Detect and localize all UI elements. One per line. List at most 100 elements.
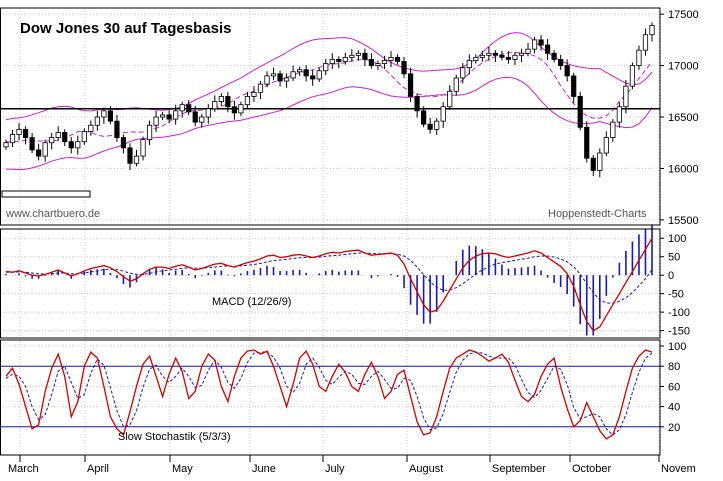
candle-body bbox=[388, 56, 394, 61]
candle-body bbox=[9, 134, 16, 144]
candle-body bbox=[571, 75, 577, 97]
candle-body bbox=[329, 59, 335, 64]
candle-body bbox=[440, 106, 446, 122]
candle-body bbox=[355, 52, 361, 56]
candle-body bbox=[316, 70, 322, 80]
candle-body bbox=[518, 52, 525, 56]
candle-body bbox=[584, 126, 590, 159]
month-label: October bbox=[572, 463, 611, 475]
watermark-chartbuero: www.chartbuero.de bbox=[5, 208, 100, 220]
panel-frame bbox=[0, 228, 661, 339]
price-tick-label: 16000 bbox=[668, 163, 699, 175]
candle-body bbox=[166, 114, 172, 120]
candle-body bbox=[525, 48, 531, 54]
candle-body bbox=[199, 116, 205, 123]
month-label: March bbox=[8, 463, 39, 475]
stoch-k-line bbox=[5, 349, 653, 440]
stoch-tick-label: 100 bbox=[668, 341, 686, 353]
macd-tick-label: -100 bbox=[668, 307, 690, 319]
candle-body bbox=[623, 85, 629, 108]
candle-body bbox=[120, 137, 127, 149]
price-panel bbox=[0, 22, 660, 198]
moving-average-line bbox=[5, 51, 653, 143]
stoch-tick-label: 80 bbox=[668, 361, 680, 373]
candle-body bbox=[512, 54, 518, 60]
candle-body bbox=[101, 110, 107, 118]
candle-body bbox=[479, 54, 485, 58]
macd-tick-label: 50 bbox=[668, 252, 680, 264]
macd-line bbox=[5, 237, 653, 332]
candle-body bbox=[473, 56, 479, 61]
candle-body bbox=[407, 73, 414, 97]
candle-body bbox=[544, 44, 551, 54]
candle-body bbox=[140, 139, 146, 157]
candle-body bbox=[244, 96, 251, 106]
candle-body bbox=[486, 52, 492, 56]
candle-body bbox=[29, 137, 35, 151]
candle-body bbox=[447, 90, 453, 108]
watermark-hoppenstedt: Hoppenstedt-Charts bbox=[548, 208, 647, 220]
candle-body bbox=[238, 104, 244, 114]
candle-body bbox=[160, 114, 166, 118]
panel-frame bbox=[0, 7, 661, 226]
candle-body bbox=[75, 141, 81, 149]
candle-body bbox=[414, 96, 420, 112]
candle-body bbox=[642, 34, 649, 51]
candle-body bbox=[303, 69, 309, 77]
candle-body bbox=[205, 108, 211, 118]
candle-body bbox=[616, 106, 622, 123]
stochastic-panel bbox=[0, 349, 660, 440]
frame-layer: 17500 17000 16500 16000 15500 100 50 0 -50 -100 -1… bbox=[0, 7, 699, 475]
candle-body bbox=[538, 39, 544, 46]
candle-body bbox=[81, 131, 87, 143]
candle-body bbox=[146, 124, 153, 141]
macd-label: MACD (12/26/9) bbox=[212, 296, 291, 308]
candle-body bbox=[323, 63, 329, 72]
candle-body bbox=[114, 120, 120, 138]
month-label: May bbox=[172, 463, 193, 475]
candle-body bbox=[192, 111, 198, 123]
candle-body bbox=[492, 52, 498, 56]
candle-body bbox=[283, 77, 290, 82]
chart-title: Dow Jones 30 auf Tagesbasis bbox=[20, 20, 231, 37]
candle-body bbox=[342, 56, 348, 62]
candle-body bbox=[531, 39, 538, 50]
candle-body bbox=[264, 75, 270, 85]
candle-body bbox=[270, 73, 277, 77]
macd-tick-label: 0 bbox=[668, 270, 674, 282]
candle-body bbox=[610, 121, 616, 138]
candle-body bbox=[603, 137, 609, 154]
candle-body bbox=[173, 110, 179, 120]
candle-body bbox=[629, 65, 636, 87]
candle-body bbox=[107, 110, 114, 122]
candle-body bbox=[349, 54, 355, 58]
candle-body bbox=[453, 77, 459, 92]
candle-body bbox=[394, 56, 401, 62]
candle-body bbox=[22, 128, 29, 138]
candle-body bbox=[3, 142, 9, 148]
month-label: September bbox=[492, 463, 546, 475]
candle-body bbox=[297, 69, 303, 73]
macd-panel bbox=[5, 224, 653, 336]
candle-body bbox=[257, 83, 264, 93]
candle-body bbox=[225, 96, 231, 108]
candle-body bbox=[153, 116, 159, 126]
month-label: Novem bbox=[661, 463, 696, 475]
candle-body bbox=[460, 67, 466, 79]
candle-body bbox=[42, 142, 48, 157]
candle-body bbox=[88, 124, 94, 132]
candle-body bbox=[127, 147, 133, 164]
candle-body bbox=[381, 60, 388, 64]
candle-body bbox=[427, 123, 433, 130]
stoch-tick-label: 60 bbox=[668, 381, 680, 393]
candle-body bbox=[212, 101, 218, 110]
candle-body bbox=[636, 49, 642, 66]
candle-body bbox=[55, 132, 61, 138]
candle-body bbox=[277, 73, 283, 82]
candle-body bbox=[649, 25, 655, 36]
candle-body bbox=[597, 152, 603, 171]
panel-frame bbox=[0, 339, 661, 456]
candle-body bbox=[336, 59, 342, 62]
